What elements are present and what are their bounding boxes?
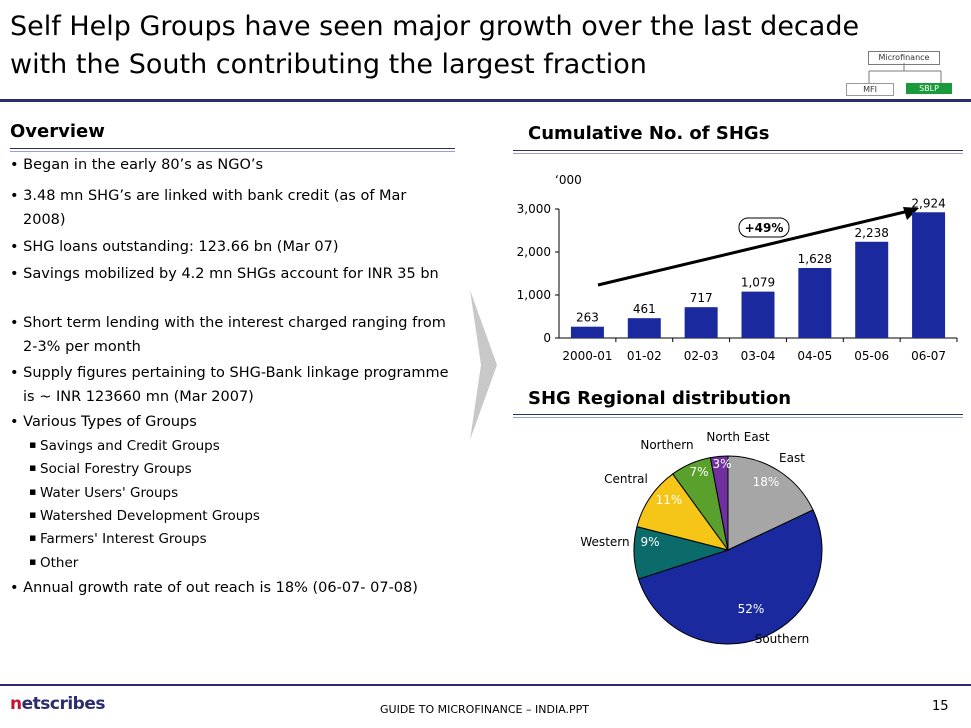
- x-tick-label: 06-07: [911, 349, 946, 363]
- page-number: 15: [932, 699, 949, 714]
- bar: [912, 212, 946, 338]
- chevron-arrow-icon: [470, 290, 497, 440]
- cat-label-southern: Southern: [755, 632, 810, 646]
- bar: [627, 318, 661, 338]
- pct-label-northern: 7%: [689, 465, 708, 479]
- pie-slice: [727, 455, 814, 551]
- overview-rule: [10, 148, 455, 149]
- x-tick-label: 2000-01: [562, 349, 612, 363]
- bar-value-label: 263: [576, 311, 599, 325]
- cat-label-central: Central: [604, 472, 648, 486]
- pie-slice: [637, 509, 823, 645]
- overview-rule-2: [10, 151, 455, 152]
- footer-title: GUIDE TO MICROFINANCE – INDIA.PPT: [380, 703, 590, 716]
- y-tick-label: 1,000: [517, 288, 551, 302]
- netscribes-logo: netscribes: [10, 694, 106, 714]
- bullet-4: • Savings mobilized by 4.2 mn SHGs accou…: [10, 266, 439, 282]
- bar-chart-title: Cumulative No. of SHGs: [528, 123, 770, 144]
- pct-label-southern: 52%: [738, 602, 765, 616]
- pie-chart-title: SHG Regional distribution: [528, 388, 792, 409]
- bar: [570, 326, 604, 338]
- x-tick-label: 05-06: [854, 349, 889, 363]
- bar: [741, 291, 775, 338]
- badge-connector: [868, 63, 942, 83]
- annotation-box: [738, 217, 790, 238]
- bar: [855, 241, 889, 338]
- x-tick-label: 01-02: [627, 349, 662, 363]
- bar-value-label: 2,238: [855, 226, 889, 240]
- mfi-badge: MFI: [846, 83, 894, 96]
- bar-chart: ‘000 0 1,000 2,000 3,000 +49% 263 2000-01 461…: [517, 173, 958, 363]
- bar: [684, 307, 718, 338]
- bullet-1: • Began in the early 80’s as NGO’s: [10, 157, 264, 173]
- pie-slice: [709, 455, 729, 551]
- group-type-item: Other: [29, 555, 78, 571]
- bullet-5: • Short term lending with the interest c…: [10, 315, 446, 355]
- bar-value-label: 717: [690, 291, 713, 305]
- bullet-2: • 3.48 mn SHG’s are linked with bank cre…: [10, 188, 407, 228]
- group-type-item: Savings and Credit Groups: [29, 438, 220, 454]
- group-type-item: Water Users' Groups: [29, 485, 178, 501]
- pct-label-central: 11%: [656, 493, 683, 507]
- bar-chart-rule-2: [513, 153, 963, 154]
- bar-value-label: 1,628: [798, 252, 832, 266]
- footer-divider: [0, 684, 971, 686]
- bar-value-label: 461: [633, 302, 656, 316]
- unit-label: ‘000: [555, 173, 582, 187]
- trend-arrowhead: [903, 207, 919, 220]
- cat-label-western: Western: [580, 535, 629, 549]
- growth-annotation: +49%: [745, 221, 784, 235]
- bullet-3: • SHG loans outstanding: 123.66 bn (Mar …: [10, 239, 339, 255]
- group-type-item: Social Forestry Groups: [29, 461, 192, 477]
- bullet-6: • Supply figures pertaining to SHG-Bank …: [10, 365, 449, 405]
- pct-label-north-east: 3%: [712, 457, 731, 471]
- overview-heading: Overview: [10, 121, 105, 142]
- cat-label-north-east: North East: [706, 430, 770, 444]
- pie-chart: 18% 52% 9% 11% 7% 3% East Southern Weste…: [580, 430, 823, 646]
- y-tick-label: 0: [543, 331, 551, 345]
- x-tick-label: 04-05: [797, 349, 832, 363]
- pie-chart-rule: [513, 414, 963, 415]
- bar-chart-rule: [513, 150, 963, 151]
- bar-value-label: 1,079: [741, 276, 775, 290]
- pct-label-east: 18%: [753, 475, 780, 489]
- pct-label-western: 9%: [640, 535, 659, 549]
- pie-chart-rule-2: [513, 417, 963, 418]
- bar-value-label: 2,924: [911, 196, 945, 210]
- pie-slice: [636, 473, 730, 551]
- group-type-item: Watershed Development Groups: [29, 508, 260, 524]
- sblp-badge: SBLP: [906, 83, 952, 94]
- x-tick-label: 02-03: [684, 349, 719, 363]
- page-title: Self Help Groups have seen major growth …: [10, 11, 860, 80]
- y-tick-label: 3,000: [517, 202, 551, 216]
- cat-label-east: East: [779, 451, 805, 465]
- header-divider: [0, 99, 971, 102]
- trend-arrow: [597, 208, 914, 287]
- y-tick-label: 2,000: [517, 245, 551, 259]
- group-type-item: Farmers' Interest Groups: [29, 531, 207, 547]
- bar: [798, 267, 832, 338]
- bullet-8: • Annual growth rate of out reach is 18%…: [10, 580, 418, 596]
- x-tick-label: 03-04: [741, 349, 776, 363]
- cat-label-northern: Northern: [640, 438, 693, 452]
- bullet-7: • Various Types of Groups: [10, 414, 197, 430]
